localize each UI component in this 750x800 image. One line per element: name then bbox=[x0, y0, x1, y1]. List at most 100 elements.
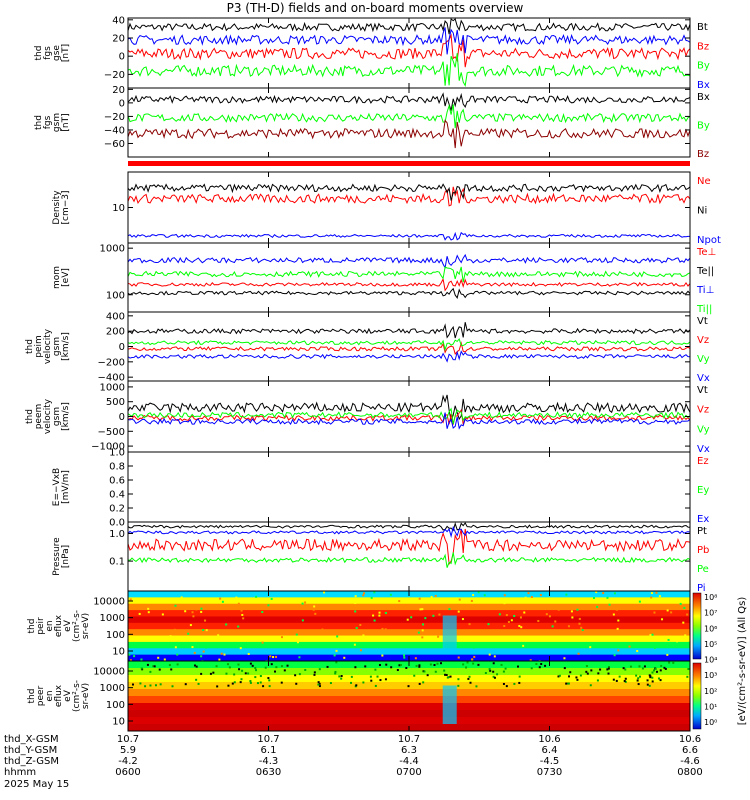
footer-label: thd_Y-GSM bbox=[4, 745, 58, 756]
spectrogram-speckle bbox=[628, 645, 631, 648]
colorbar bbox=[692, 662, 702, 730]
spectrogram-speckle bbox=[398, 600, 401, 603]
mode-bar bbox=[128, 161, 690, 166]
spectrogram-band bbox=[128, 675, 690, 683]
spectrogram-speckle bbox=[187, 632, 190, 635]
panel-frame bbox=[127, 451, 691, 523]
spectrogram-speckle bbox=[577, 652, 580, 655]
ylabel-line: (cm²-s- bbox=[72, 680, 82, 712]
spectrogram-speckle bbox=[438, 613, 441, 616]
spectrogram-speckle bbox=[565, 593, 568, 596]
spectrogram-speckle bbox=[554, 620, 557, 623]
spectrogram-speckle bbox=[618, 675, 621, 678]
legend-Bz: Bz bbox=[697, 41, 709, 52]
spectrogram-speckle bbox=[227, 663, 230, 666]
legend-Npot: Npot bbox=[697, 235, 721, 246]
spectrogram-speckle bbox=[362, 594, 365, 597]
spectrogram-speckle bbox=[505, 614, 508, 617]
spectrogram-speckle bbox=[221, 600, 224, 603]
spectrogram-speckle bbox=[219, 597, 222, 600]
spectrogram-speckle bbox=[426, 674, 429, 677]
spectrogram-speckle bbox=[648, 684, 651, 687]
spectrogram-speckle bbox=[688, 641, 691, 644]
spectrogram-speckle bbox=[384, 611, 387, 614]
spectrogram-speckle bbox=[381, 654, 384, 657]
ytick-label: −400 bbox=[98, 373, 125, 384]
spectrogram-speckle bbox=[270, 597, 273, 600]
spectrogram-speckle bbox=[434, 594, 437, 597]
spectrogram-speckle bbox=[503, 624, 506, 627]
spectrogram-speckle bbox=[170, 668, 173, 671]
footer-value: 0730 bbox=[536, 767, 563, 778]
spectrogram-speckle bbox=[251, 664, 254, 667]
ylabel-line: gse bbox=[52, 45, 62, 61]
spectrogram-speckle bbox=[636, 679, 639, 682]
series-line-Vx bbox=[127, 350, 691, 363]
footer-label: thd_Z-GSM bbox=[4, 756, 59, 767]
ytick-label: −20 bbox=[104, 70, 125, 81]
legend-Pe: Pe bbox=[697, 564, 709, 575]
spectrogram-speckle bbox=[530, 596, 533, 599]
footer-row: thd_X-GSM 10.7 10.7 10.7 10.6 10.6 bbox=[4, 734, 704, 745]
spectrogram-speckle bbox=[247, 652, 250, 655]
spectrogram-speckle bbox=[612, 678, 615, 681]
spectrogram-speckle bbox=[635, 674, 638, 677]
panel-frame bbox=[127, 171, 691, 244]
spectrogram-band bbox=[128, 629, 690, 637]
spectrogram-speckle bbox=[429, 663, 432, 666]
spectrogram-speckle bbox=[129, 659, 132, 662]
spectrogram-speckle bbox=[368, 643, 371, 646]
spectrogram-speckle bbox=[216, 685, 219, 688]
footer-value: 5.9 bbox=[120, 745, 136, 756]
spectrogram-speckle bbox=[295, 633, 298, 636]
spectrogram-speckle bbox=[684, 634, 687, 637]
legend-By: By bbox=[697, 121, 710, 132]
spectrogram-event bbox=[442, 685, 457, 724]
spectrogram-speckle bbox=[540, 663, 543, 666]
series-line-Npot bbox=[127, 231, 690, 241]
ytick-label: −40 bbox=[104, 125, 125, 136]
footer-label: hhmm bbox=[4, 767, 37, 778]
spectrogram-speckle bbox=[354, 610, 357, 613]
spectrogram-speckle bbox=[158, 668, 161, 671]
spectrogram-speckle bbox=[457, 610, 460, 613]
spectrogram-speckle bbox=[314, 612, 317, 615]
ylabel-line: gsm bbox=[52, 337, 62, 356]
colorbar-tick: 10⁷ bbox=[704, 609, 717, 618]
spectrogram-speckle bbox=[328, 607, 331, 610]
ylabel-line: (cm²-s- bbox=[72, 610, 82, 642]
spectrogram-speckle bbox=[670, 611, 673, 614]
footer-value: -4.3 bbox=[258, 756, 279, 767]
spectrogram-speckle bbox=[590, 669, 593, 672]
spectrogram-speckle bbox=[468, 623, 471, 626]
series-line-Vt bbox=[127, 322, 691, 339]
spectrogram-speckle bbox=[488, 668, 491, 671]
spectrogram-speckle bbox=[648, 674, 651, 677]
spectrogram-speckle bbox=[686, 675, 689, 678]
spectrogram-speckle bbox=[607, 672, 610, 675]
spectrogram-speckle bbox=[461, 618, 464, 621]
spectrogram-speckle bbox=[342, 606, 345, 609]
spectrogram-band bbox=[128, 635, 690, 643]
ylabel-line: velocity bbox=[43, 398, 53, 434]
legend-Pt: Pt bbox=[697, 526, 707, 537]
spectrogram-speckle bbox=[672, 661, 675, 664]
spectrogram-speckle bbox=[469, 681, 472, 684]
spectrogram-speckle bbox=[496, 673, 499, 676]
footer-value: -4.5 bbox=[539, 756, 560, 767]
ylabel-line: [mV/m] bbox=[61, 470, 71, 504]
spectrogram-speckle bbox=[204, 619, 207, 622]
spectrogram-speckle bbox=[579, 674, 582, 677]
legend-Vy: Vy bbox=[697, 354, 710, 365]
colorbar-tick: 10⁵ bbox=[704, 640, 717, 649]
spectrogram-speckle bbox=[655, 591, 658, 594]
spectrogram-speckle bbox=[193, 664, 196, 667]
series-line-Vz bbox=[127, 341, 691, 356]
spectrogram-speckle bbox=[418, 665, 421, 668]
spectrogram-speckle bbox=[283, 669, 286, 672]
ylabel-line: [nT] bbox=[61, 113, 71, 131]
spectrogram-speckle bbox=[466, 661, 469, 664]
series-line-Bx bbox=[127, 27, 691, 55]
spectrogram-speckle bbox=[492, 670, 495, 673]
